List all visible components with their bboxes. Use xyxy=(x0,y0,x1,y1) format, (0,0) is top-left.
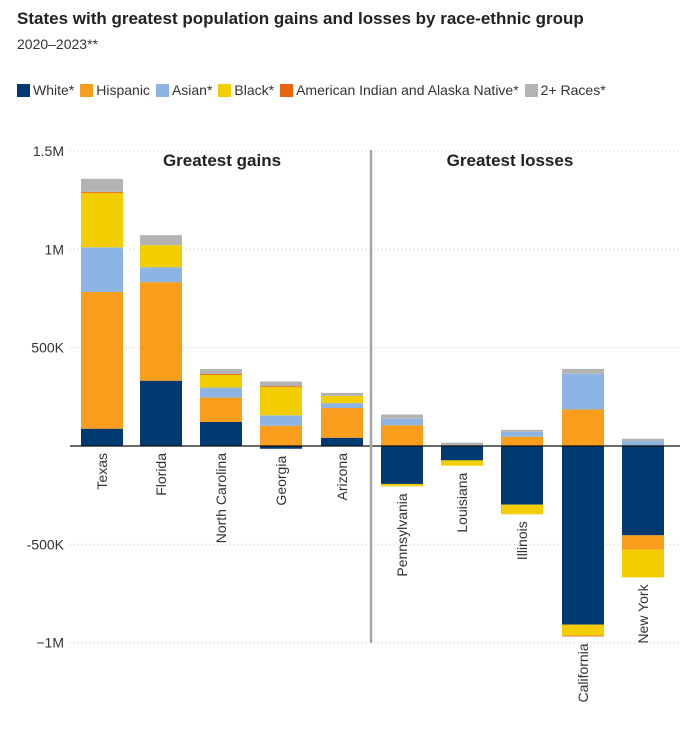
bar-segment xyxy=(321,408,363,438)
bar-segment xyxy=(81,247,123,292)
bar-segment xyxy=(562,368,604,374)
bar-segment xyxy=(81,192,123,248)
y-tick-label: −1M xyxy=(36,635,64,651)
bar-segment xyxy=(81,178,123,192)
bar-segment xyxy=(140,245,182,268)
legend-swatch xyxy=(80,84,94,97)
bar-segment xyxy=(381,425,423,446)
legend-label: Hispanic xyxy=(96,82,150,98)
bar-segment xyxy=(622,438,664,442)
x-category-label: Pennsylvania xyxy=(394,493,410,576)
legend-item: Black* xyxy=(218,79,274,101)
bar-segment xyxy=(501,446,543,505)
bar-segment xyxy=(321,395,363,404)
bar-segment xyxy=(260,386,302,388)
legend-item: American Indian and Alaska Native* xyxy=(280,79,519,101)
bar-segment xyxy=(200,387,242,398)
bar-segment xyxy=(381,446,423,484)
x-category-label: Florida xyxy=(153,453,169,496)
legend-swatch xyxy=(218,84,232,97)
legend-swatch xyxy=(17,84,30,97)
bar-segment xyxy=(81,291,123,429)
x-category-label: Arizona xyxy=(334,453,350,501)
y-tick-label: 1.5M xyxy=(33,143,64,159)
x-category-label: Illinois xyxy=(514,521,530,560)
bar-segment xyxy=(562,635,604,637)
bar-segment xyxy=(260,425,302,446)
bar-segment xyxy=(321,437,363,446)
legend-swatch xyxy=(280,84,294,97)
x-category-label: Georgia xyxy=(273,456,289,506)
y-tick-label: 1M xyxy=(45,241,64,257)
section-label: Greatest gains xyxy=(163,151,281,170)
chart-subtitle: 2020–2023** xyxy=(17,36,98,52)
legend-label: Black* xyxy=(234,82,275,98)
legend-label: White* xyxy=(33,82,75,98)
bar-segment xyxy=(321,392,363,396)
legend-label: Asian* xyxy=(171,82,213,98)
bar-segment xyxy=(441,442,483,446)
bar-segment xyxy=(260,386,302,416)
section-label: Greatest losses xyxy=(447,151,574,170)
bar-segment xyxy=(501,436,543,446)
legend-item: White* xyxy=(17,79,74,101)
legend-label: 2+ Races* xyxy=(540,82,606,98)
bar-segment xyxy=(622,549,664,578)
x-category-label: Louisiana xyxy=(454,472,470,532)
x-category-label: Texas xyxy=(94,453,110,490)
bar-segment xyxy=(200,369,242,375)
bar-segment xyxy=(562,409,604,446)
x-category-label: New York xyxy=(635,583,651,643)
bar-segment xyxy=(562,624,604,636)
bar-segment xyxy=(501,504,543,515)
legend: White* Hispanic Asian* Black* American India… xyxy=(17,79,677,101)
legend-swatch xyxy=(155,84,169,97)
bar-segment xyxy=(501,429,543,432)
bar-segment xyxy=(381,418,423,426)
bar-segment xyxy=(321,403,363,409)
bar-segment xyxy=(140,235,182,246)
chart-title: States with greatest population gains an… xyxy=(17,9,584,28)
y-tick-label: -500K xyxy=(27,536,65,552)
bar-segment xyxy=(562,446,604,625)
bar-segment xyxy=(441,446,483,461)
legend-item: Hispanic xyxy=(80,79,150,101)
legend-label: American Indian and Alaska Native* xyxy=(296,82,519,98)
y-tick-label: 500K xyxy=(31,340,64,356)
x-category-label: California xyxy=(575,643,591,702)
bar-segment xyxy=(260,415,302,426)
legend-swatch xyxy=(524,84,538,97)
bar-segment xyxy=(562,373,604,410)
bar-segment xyxy=(81,428,123,446)
legend-item: Asian* xyxy=(155,79,213,101)
bar-segment xyxy=(622,535,664,550)
bar-segment xyxy=(381,483,423,487)
bar-segment xyxy=(441,460,483,466)
bar-segment xyxy=(200,374,242,388)
bar-segment xyxy=(200,397,242,423)
bar-segment xyxy=(140,380,182,446)
bar-segment xyxy=(381,414,423,419)
bar-segment xyxy=(140,267,182,283)
bar-segment xyxy=(200,374,242,375)
bar-segment xyxy=(622,441,664,446)
bar-segment xyxy=(260,381,302,387)
bar-segment xyxy=(200,422,242,446)
bar-segment xyxy=(81,191,123,193)
x-category-label: North Carolina xyxy=(213,453,229,543)
bar-segment xyxy=(501,431,543,437)
legend-item: 2+ Races* xyxy=(524,79,606,101)
bar-segment xyxy=(260,446,302,449)
bar-segment xyxy=(140,282,182,381)
bar-segment xyxy=(622,446,664,536)
